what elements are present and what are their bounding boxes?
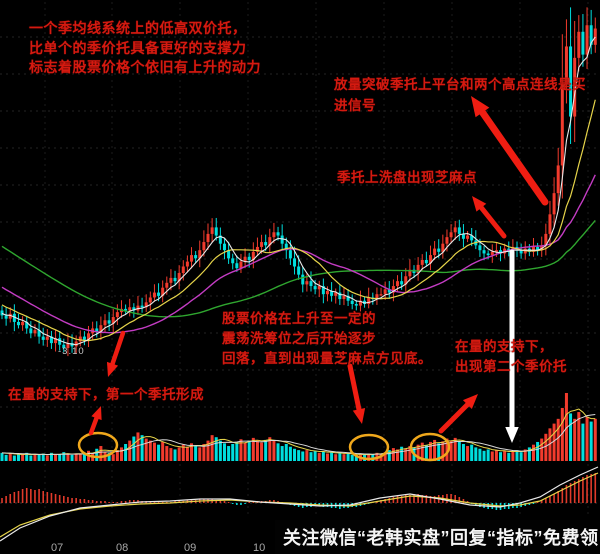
note-line: 出现第二个季价托 [455,359,567,374]
svg-text:08: 08 [116,542,128,554]
note-breakout-buy-signal: 放量突破季托上平台和两个高点连线是买 进信号 [334,74,586,116]
note-line: 比单个的季价托具备更好的支撑力 [29,39,247,56]
svg-text:07: 07 [51,542,63,554]
footer-text: 关注微信“老韩实盘”回复“指标”免费领 [283,528,599,548]
note-line: 在量的支持下， [455,339,553,354]
price-low-label: -3.10 [58,346,85,357]
note-first-cradle: 在量的支持下，第一个季托形成 [8,383,204,403]
note-line: 股票价格在上升至一定的 [222,311,376,326]
footer-bar: 关注微信“老韩实盘”回复“指标”免费领 [275,520,600,554]
note-line: 标志着股票价格个依旧有上升的动力 [29,59,261,75]
note-line: 在量的支持下，第一个季托形成 [8,387,204,402]
svg-text:10: 10 [253,542,265,554]
note-line: 季托上洗盘出现芝麻点 [337,170,477,185]
note-dual-price-cradle: 一个季均线系统上的低高双价托， 比单个的季价托具备更好的支撑力 标志着股票价格个… [29,19,261,78]
note-line: 放量突破季托上平台和两个高点连线是买 [334,77,586,92]
note-washout-sesame-dots: 季托上洗盘出现芝麻点 [337,166,477,186]
note-pullback-bottom: 股票价格在上升至一定的 震荡洗筹位之后开始逐步 回落，直到出现量芝麻点方见底。 [222,309,432,369]
note-line: 震荡洗筹位之后开始逐步 [222,331,376,346]
svg-text:09: 09 [184,542,196,554]
note-second-cradle: 在量的支持下， 出现第二个季价托 [455,337,567,377]
note-line: 进信号 [334,98,376,113]
note-line: 一个季均线系统上的低高双价托， [29,20,247,36]
note-line: 回落，直到出现量芝麻点方见底。 [222,351,432,366]
